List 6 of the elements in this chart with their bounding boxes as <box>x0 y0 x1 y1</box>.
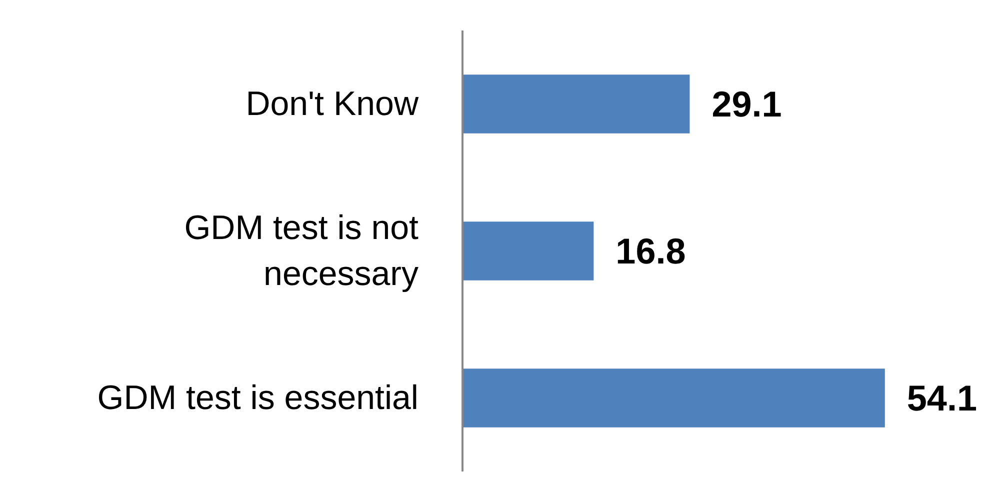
y-tick-label: GDM test is essential <box>97 379 419 417</box>
y-tick-label: GDM test is not necessary <box>184 209 420 293</box>
data-label: 29.1 <box>712 84 782 124</box>
data-label: 16.8 <box>616 230 686 272</box>
y-tick-label: Don't Know <box>246 85 419 123</box>
data-label: 54.1 <box>906 378 977 418</box>
